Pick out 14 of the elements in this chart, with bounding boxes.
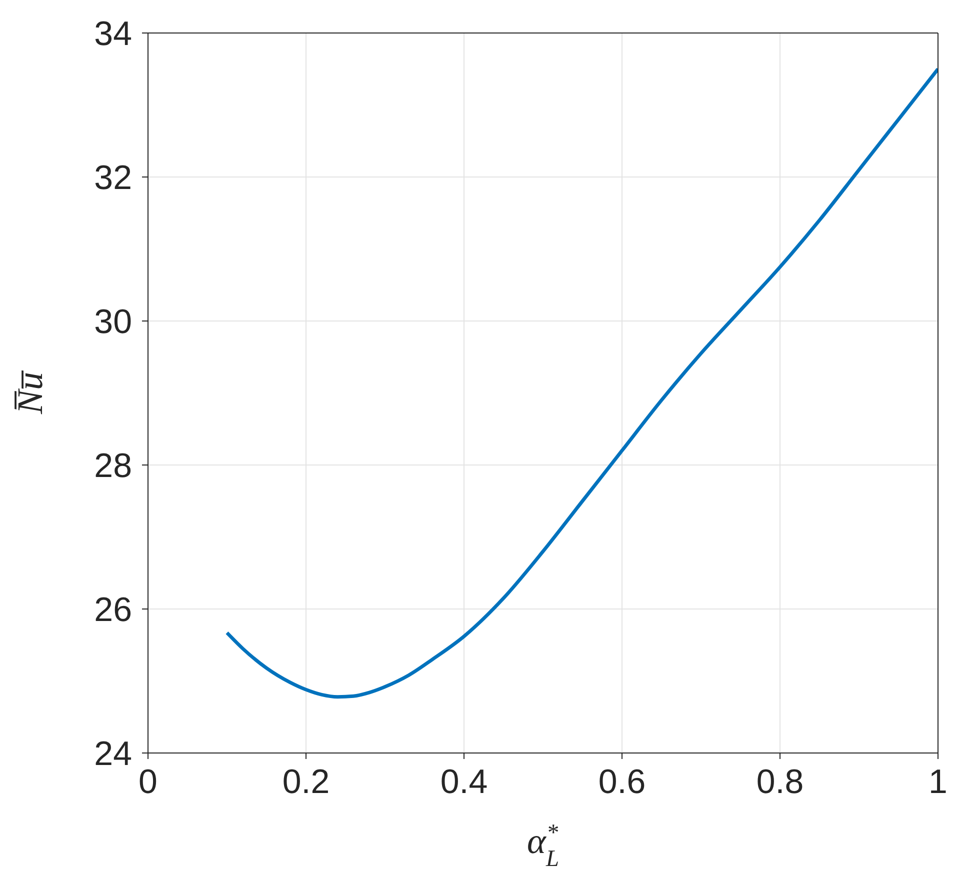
y-tick-label: 28 [94, 447, 132, 486]
x-tick-label: 0.6 [598, 763, 646, 802]
y-tick-label: 34 [94, 15, 132, 54]
x-tick-label: 0.8 [756, 763, 804, 802]
line-series [225, 67, 938, 699]
y-tick-label: 30 [94, 303, 132, 342]
y-tick-label: 32 [94, 159, 132, 198]
x-tick-label: 0 [138, 763, 158, 802]
y-tick-label: 26 [94, 591, 132, 630]
y-axis-title: N̅u̅ [10, 369, 50, 416]
y-tick-label: 24 [94, 735, 132, 774]
x-tick-label: 1 [928, 763, 948, 802]
x-tick-label: 0.2 [282, 763, 330, 802]
x-tick-label: 0.4 [440, 763, 488, 802]
